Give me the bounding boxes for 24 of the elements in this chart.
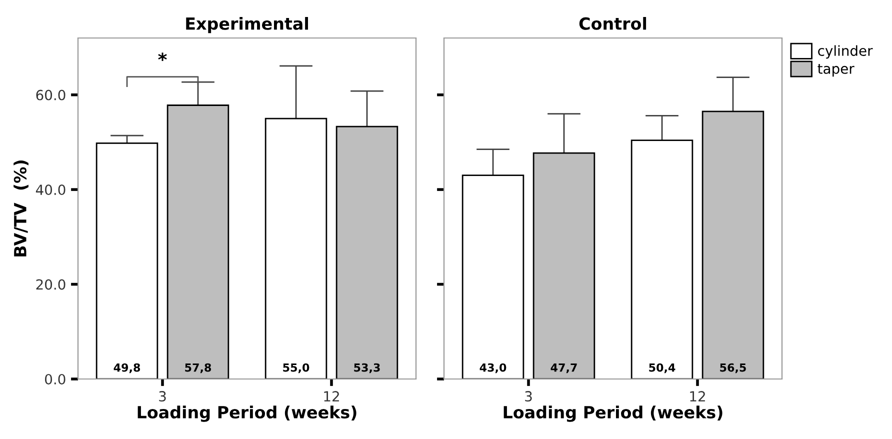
- y-tick-label: 40.0: [36, 184, 66, 196]
- data-label: 43,0: [480, 363, 506, 374]
- legend-label: taper: [818, 64, 854, 77]
- x-tick-label: 3: [525, 391, 532, 402]
- x-axis-title: Loading Period (weeks): [138, 406, 356, 422]
- data-label: 47,7: [550, 363, 577, 374]
- legend-label: cylinder: [818, 45, 873, 59]
- y-tick-label: 20.0: [36, 279, 66, 290]
- y-axis-title: BV/TV (%): [14, 160, 28, 256]
- annotation: *: [158, 52, 167, 61]
- data-label: 53,3: [354, 363, 380, 374]
- x-tick-label: 12: [690, 391, 705, 402]
- data-label: 55,0: [283, 363, 310, 374]
- data-label: 50,4: [649, 363, 676, 374]
- chart-title: Experimental: [186, 17, 308, 34]
- y-tick-label: 0.0: [45, 374, 66, 384]
- x-tick-label: 12: [324, 391, 339, 402]
- y-tick-label: 60.0: [36, 90, 66, 100]
- data-label: 56,5: [720, 363, 746, 374]
- data-label: 49,8: [114, 363, 140, 374]
- chart-title: Control: [579, 17, 646, 30]
- data-label: 57,8: [185, 363, 212, 374]
- x-axis-title: Loading Period (weeks): [504, 406, 722, 422]
- x-tick-label: 3: [159, 391, 166, 402]
